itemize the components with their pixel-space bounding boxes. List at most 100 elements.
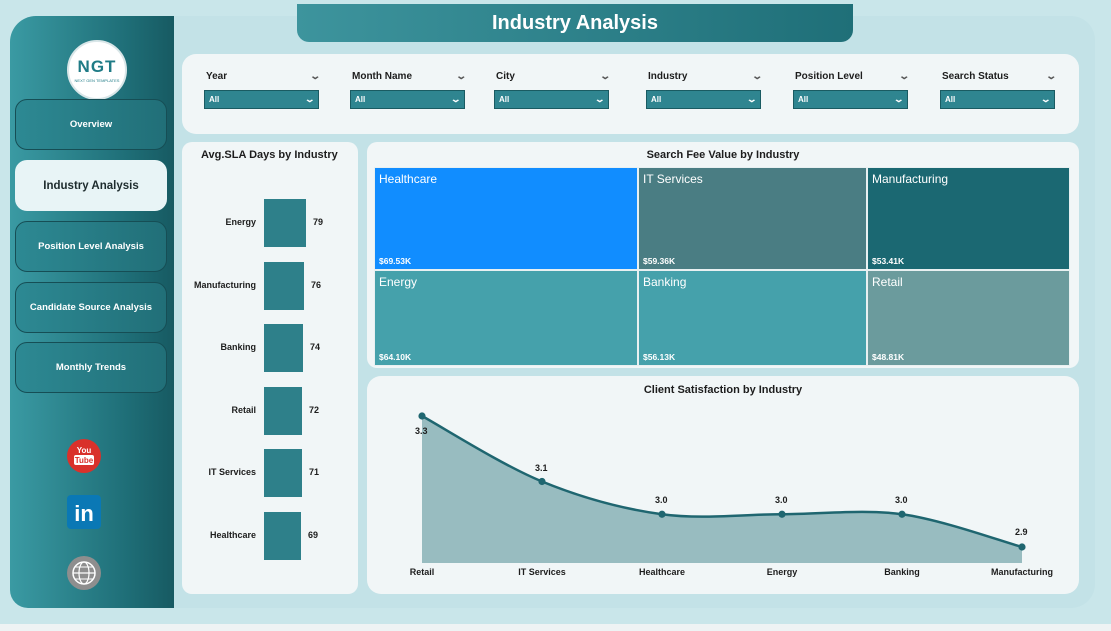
chevron-down-icon[interactable]: ⌄ — [454, 70, 467, 82]
logo-text: NGT — [77, 57, 117, 76]
logo-subtext: NEXT GEN TEMPLATES — [74, 78, 120, 83]
sla-category-label: Energy — [225, 217, 256, 227]
sla-data-label: 74 — [310, 342, 321, 352]
satisfaction-data-label: 2.9 — [1015, 527, 1028, 537]
treemap-tile-label: Retail — [872, 275, 903, 289]
chevron-down-icon[interactable]: ⌄ — [750, 70, 763, 82]
satisfaction-point[interactable] — [898, 510, 906, 518]
svg-text:in: in — [74, 501, 94, 526]
sla-bar[interactable] — [264, 511, 301, 560]
filter-month-name: Month Name ⌄ All ⌄ — [350, 69, 467, 109]
filter-search-status: Search Status ⌄ All ⌄ — [940, 69, 1057, 109]
filter-label: Month Name — [352, 70, 412, 82]
treemap-tile-label: Banking — [643, 275, 687, 289]
treemap-tile[interactable]: Manufacturing $53.41K — [867, 167, 1070, 270]
chevron-down-icon[interactable]: ⌄ — [598, 70, 611, 82]
treemap-tile-label: Energy — [379, 275, 418, 289]
nav-candidate-source-analysis-button[interactable]: Candidate Source Analysis — [15, 282, 167, 333]
year-dropdown[interactable]: All ⌄ — [204, 90, 319, 109]
nav-label: Overview — [69, 119, 113, 130]
sla-category-label: Retail — [231, 404, 256, 415]
client-satisfaction-chart-title: Client Satisfaction by Industry — [643, 384, 803, 396]
satisfaction-point[interactable] — [778, 510, 786, 518]
treemap-tile[interactable]: Retail $48.81K — [867, 270, 1070, 366]
treemap-tile[interactable]: Banking $56.13K — [638, 270, 867, 366]
filter-city: City ⌄ All ⌄ — [494, 69, 611, 109]
industry-dropdown[interactable]: All ⌄ — [646, 90, 761, 109]
treemap-tile-value: $64.10K — [379, 352, 412, 362]
nav-industry-analysis-button[interactable]: Industry Analysis — [15, 160, 167, 211]
satisfaction-data-label: 3.0 — [775, 495, 788, 506]
selected-value: All — [651, 95, 662, 104]
filter-label: Industry — [648, 70, 688, 82]
ngt-logo[interactable]: NGT NEXT GEN TEMPLATES — [67, 40, 127, 100]
filter-industry: Industry ⌄ All ⌄ — [646, 69, 763, 109]
sla-bar[interactable] — [264, 449, 302, 497]
page-title-text: Industry Analysis — [492, 11, 658, 34]
satisfaction-point[interactable] — [658, 510, 666, 518]
filter-position-level: Position Level ⌄ All ⌄ — [793, 69, 910, 109]
treemap-tile[interactable]: IT Services $59.36K — [638, 167, 867, 270]
chevron-down-icon: ⌄ — [746, 94, 758, 104]
satisfaction-data-label: 3.0 — [895, 495, 908, 506]
treemap-tile-value: $53.41K — [872, 256, 905, 266]
page-title: Industry Analysis — [297, 4, 853, 42]
search-fee-chart-title: Search Fee Value by Industry — [646, 149, 800, 161]
sla-data-label: 71 — [309, 467, 320, 477]
sla-bar[interactable] — [264, 261, 304, 310]
treemap-tile-value: $59.36K — [643, 256, 676, 266]
linkedin-icon[interactable]: in — [66, 494, 102, 530]
globe-icon[interactable] — [66, 555, 102, 591]
nav-label: Position Level Analysis — [38, 241, 144, 252]
treemap-tile[interactable]: Healthcare $69.53K — [374, 167, 638, 270]
satisfaction-data-label: 3.0 — [655, 495, 668, 506]
treemap-tile-value: $48.81K — [872, 352, 905, 362]
satisfaction-point[interactable] — [1018, 543, 1026, 551]
satisfaction-x-label: IT Services — [518, 567, 566, 577]
search-status-dropdown[interactable]: All ⌄ — [940, 90, 1055, 109]
filter-label: Year — [206, 70, 228, 82]
filter-label: Position Level — [795, 70, 863, 82]
selected-value: All — [798, 95, 809, 104]
svg-text:You: You — [77, 446, 92, 455]
treemap-tile[interactable]: Energy $64.10K — [374, 270, 638, 366]
chevron-down-icon: ⌄ — [1040, 94, 1052, 104]
satisfaction-point[interactable] — [538, 477, 546, 486]
selected-value: All — [209, 95, 220, 104]
filter-label: City — [496, 70, 515, 82]
treemap-tile-label: Healthcare — [379, 172, 438, 186]
satisfaction-x-label: Healthcare — [638, 567, 686, 577]
treemap-tile-label: IT Services — [643, 172, 703, 186]
satisfaction-x-label: Manufacturing — [991, 567, 1053, 577]
satisfaction-data-label: 3.3 — [415, 426, 428, 436]
sla-bar[interactable] — [264, 199, 306, 247]
month-name-dropdown[interactable]: All ⌄ — [350, 90, 465, 109]
nav-position-level-analysis-button[interactable]: Position Level Analysis — [15, 221, 167, 272]
sla-bar[interactable] — [264, 386, 302, 435]
nav-label: Candidate Source Analysis — [29, 302, 153, 313]
chevron-down-icon[interactable]: ⌄ — [897, 70, 910, 82]
sla-category-label: Healthcare — [209, 529, 256, 540]
nav-overview-button[interactable]: Overview — [15, 99, 167, 150]
sla-bar[interactable] — [264, 324, 303, 372]
satisfaction-line — [421, 414, 1023, 549]
satisfaction-x-label: Retail — [409, 567, 435, 577]
satisfaction-data-label: 3.1 — [535, 462, 548, 473]
sla-data-label: 76 — [311, 279, 322, 290]
sla-data-label: 69 — [308, 529, 319, 540]
satisfaction-x-label: Banking — [884, 567, 920, 577]
city-dropdown[interactable]: All ⌄ — [494, 90, 609, 109]
sla-data-label: 72 — [309, 404, 320, 415]
selected-value: All — [355, 95, 366, 104]
client-satisfaction-area-chart — [418, 412, 1026, 563]
chevron-down-icon[interactable]: ⌄ — [1044, 70, 1057, 82]
treemap-tile-value: $56.13K — [643, 352, 676, 362]
filter-label: Search Status — [942, 70, 1009, 82]
position-level-dropdown[interactable]: All ⌄ — [793, 90, 908, 109]
nav-monthly-trends-button[interactable]: Monthly Trends — [15, 342, 167, 393]
sla-category-label: Manufacturing — [194, 279, 256, 290]
chevron-down-icon[interactable]: ⌄ — [308, 70, 321, 82]
youtube-icon[interactable]: You Tube — [66, 438, 102, 474]
satisfaction-x-label: Energy — [766, 567, 798, 577]
satisfaction-point[interactable] — [418, 412, 426, 420]
